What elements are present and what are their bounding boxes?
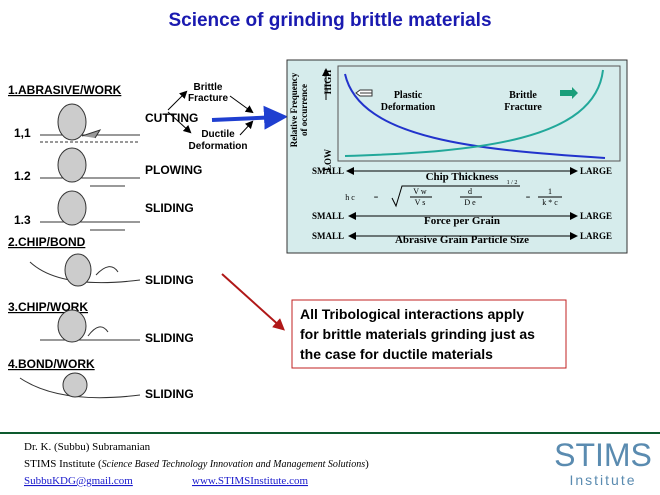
formula-part: = <box>374 193 379 202</box>
curve-label: Deformation <box>381 102 436 113</box>
curve-label: Fracture <box>504 102 542 113</box>
curve <box>344 73 606 159</box>
scale-label: Chip Thickness <box>426 171 500 183</box>
formula-part: V w <box>413 187 427 196</box>
interaction-label: 4.BOND/WORK <box>8 357 95 371</box>
title: Science of grinding brittle materials <box>168 10 491 31</box>
scale-end: SMALL <box>312 231 344 241</box>
y-high: HIGH <box>323 70 333 95</box>
callout-line: the case for ductile materials <box>300 346 493 362</box>
scale-end: LARGE <box>580 231 612 241</box>
org-name: STIMS Institute ( <box>24 458 102 470</box>
interaction-label: 1.ABRASIVE/WORK <box>8 83 122 97</box>
y-axis: Relative Frequency of occurrence HIGH LO… <box>289 70 333 171</box>
sub-label: 1.3 <box>14 213 31 227</box>
author: Dr. K. (Subbu) Subramanian <box>24 441 151 453</box>
sketch <box>40 190 140 231</box>
mode-text: Ductile <box>201 129 235 140</box>
y-label: Relative Frequency <box>289 72 299 147</box>
curve <box>344 69 604 157</box>
sub-labels: 1,1 1.2 1.3 <box>14 126 31 227</box>
email[interactable]: SubbuKDG@gmail.com <box>24 475 133 487</box>
org: STIMS Institute (Science Based Technolog… <box>24 458 369 470</box>
org-desc: Science Based Technology Innovation and … <box>102 459 366 470</box>
scale-label: Force per Grain <box>424 215 500 227</box>
cutting-modes: Brittle Fracture Ductile Deformation <box>188 82 247 152</box>
mode-text: Deformation <box>189 141 248 152</box>
formula-part: V s <box>415 198 426 207</box>
logo-sub: Institute <box>569 472 636 488</box>
scale-arrows <box>346 167 578 240</box>
scale-end: LARGE <box>580 211 612 221</box>
icon <box>355 89 373 97</box>
interaction-label: 2.CHIP/BOND <box>8 235 86 249</box>
sketches <box>19 103 141 399</box>
curve-labels: Plastic Deformation Brittle Fracture <box>381 90 543 113</box>
sub-label: 1,1 <box>14 126 31 140</box>
formula-part: = <box>526 193 531 202</box>
sketch <box>40 147 140 187</box>
sketch <box>29 253 141 287</box>
logo: STIMS <box>554 437 652 473</box>
formula-part: h c <box>345 193 355 202</box>
arrow <box>211 105 288 130</box>
mode-text: Brittle <box>194 82 223 93</box>
callout: All Tribological interactions apply for … <box>300 306 535 362</box>
formula-part: D e <box>464 198 476 207</box>
arrow <box>221 273 285 331</box>
scale-end: SMALL <box>312 211 344 221</box>
callout-line: for brittle materials grinding just as <box>300 326 535 342</box>
plot-box <box>337 65 621 162</box>
sketch <box>40 103 140 143</box>
org-close: ) <box>365 458 369 470</box>
formula-part: k * c <box>542 198 558 207</box>
curve-label: Brittle <box>509 90 537 101</box>
curve-label: Plastic <box>394 90 423 101</box>
formula-part: 1 <box>548 187 552 196</box>
formula: h c = V w V s d D e 1 / 2 = 1 k * c <box>345 180 562 208</box>
mode-arrows <box>167 90 254 136</box>
sketch <box>19 372 141 399</box>
callout-box <box>291 299 567 369</box>
interaction-labels: 1.ABRASIVE/WORK 2.CHIP/BOND 3.CHIP/WORK … <box>8 83 122 371</box>
formula-part: d <box>468 187 472 196</box>
mechanism: SLIDING <box>145 201 194 215</box>
y-low: LOW <box>323 149 333 171</box>
mechanism: CUTTING <box>145 111 198 125</box>
footer: Dr. K. (Subbu) Subramanian STIMS Institu… <box>24 441 369 487</box>
mechanisms: CUTTING PLOWING SLIDING SLIDING SLIDING … <box>145 111 202 401</box>
scale-end: SMALL <box>312 166 344 176</box>
mechanism: SLIDING <box>145 387 194 401</box>
sketch <box>40 309 140 343</box>
website[interactable]: www.STIMSInstitute.com <box>192 475 308 487</box>
scale-end: LARGE <box>580 166 612 176</box>
mode-text: Fracture <box>188 93 228 104</box>
mechanism: PLOWING <box>145 163 202 177</box>
sub-label: 1.2 <box>14 169 31 183</box>
icon <box>560 87 578 99</box>
callout-line: All Tribological interactions apply <box>300 306 524 322</box>
mechanism: SLIDING <box>145 273 194 287</box>
mechanism: SLIDING <box>145 331 194 345</box>
y-label: of occurrence <box>299 84 309 136</box>
formula-part: 1 / 2 <box>507 180 518 186</box>
